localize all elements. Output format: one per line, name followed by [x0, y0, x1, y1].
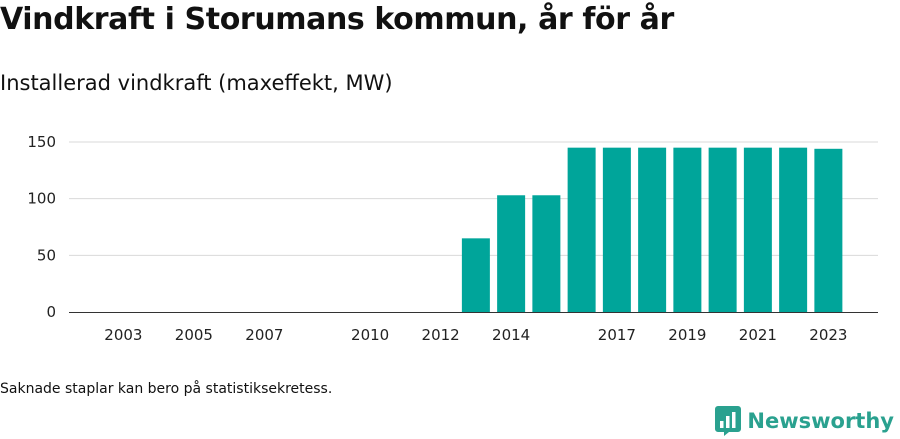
- bar-2019: [673, 147, 702, 312]
- y-tick-label: 100: [27, 190, 56, 208]
- y-tick-label: 50: [37, 246, 56, 264]
- bar-2017: [602, 147, 631, 312]
- x-tick-label: 2014: [492, 326, 530, 344]
- newsworthy-logo-icon: [715, 406, 742, 436]
- axis-layer: 0 50 100 150 2003 2005 2007 2010 2012 2014 2017 201…: [27, 133, 878, 344]
- y-tick-label: 0: [46, 303, 56, 321]
- bar-2023: [814, 148, 843, 312]
- x-tick-label: 2023: [809, 326, 847, 344]
- x-tick-label: 2010: [351, 326, 389, 344]
- x-tick-label: 2007: [245, 326, 283, 344]
- bar-2013: [461, 238, 490, 312]
- bar-2014: [497, 195, 526, 312]
- bar-layer: [461, 147, 843, 312]
- y-tick-label: 150: [27, 133, 56, 151]
- x-tick-label: 2021: [739, 326, 777, 344]
- bar-2018: [638, 147, 667, 312]
- x-tick-label: 2012: [422, 326, 460, 344]
- bar-2020: [708, 147, 737, 312]
- x-tick-label: 2005: [175, 326, 213, 344]
- bar-chart: 0 50 100 150 2003 2005 2007 2010 2012 2014 2017 201…: [27, 133, 878, 344]
- bar-2022: [779, 147, 808, 312]
- x-tick-label: 2017: [598, 326, 636, 344]
- newsworthy-logo-text: Newsworthy: [747, 409, 894, 433]
- bar-2021: [743, 147, 772, 312]
- chart-subtitle: Installerad vindkraft (maxeffekt, MW): [0, 71, 393, 95]
- footnote: Saknade staplar kan bero på statistiksek…: [0, 381, 333, 397]
- x-tick-label: 2019: [668, 326, 706, 344]
- bar-2015: [532, 195, 561, 312]
- bar-2016: [567, 147, 596, 312]
- chart-title: Vindkraft i Storumans kommun, år för år: [0, 2, 674, 37]
- x-tick-label: 2003: [104, 326, 142, 344]
- newsworthy-logo[interactable]: Newsworthy: [715, 406, 894, 436]
